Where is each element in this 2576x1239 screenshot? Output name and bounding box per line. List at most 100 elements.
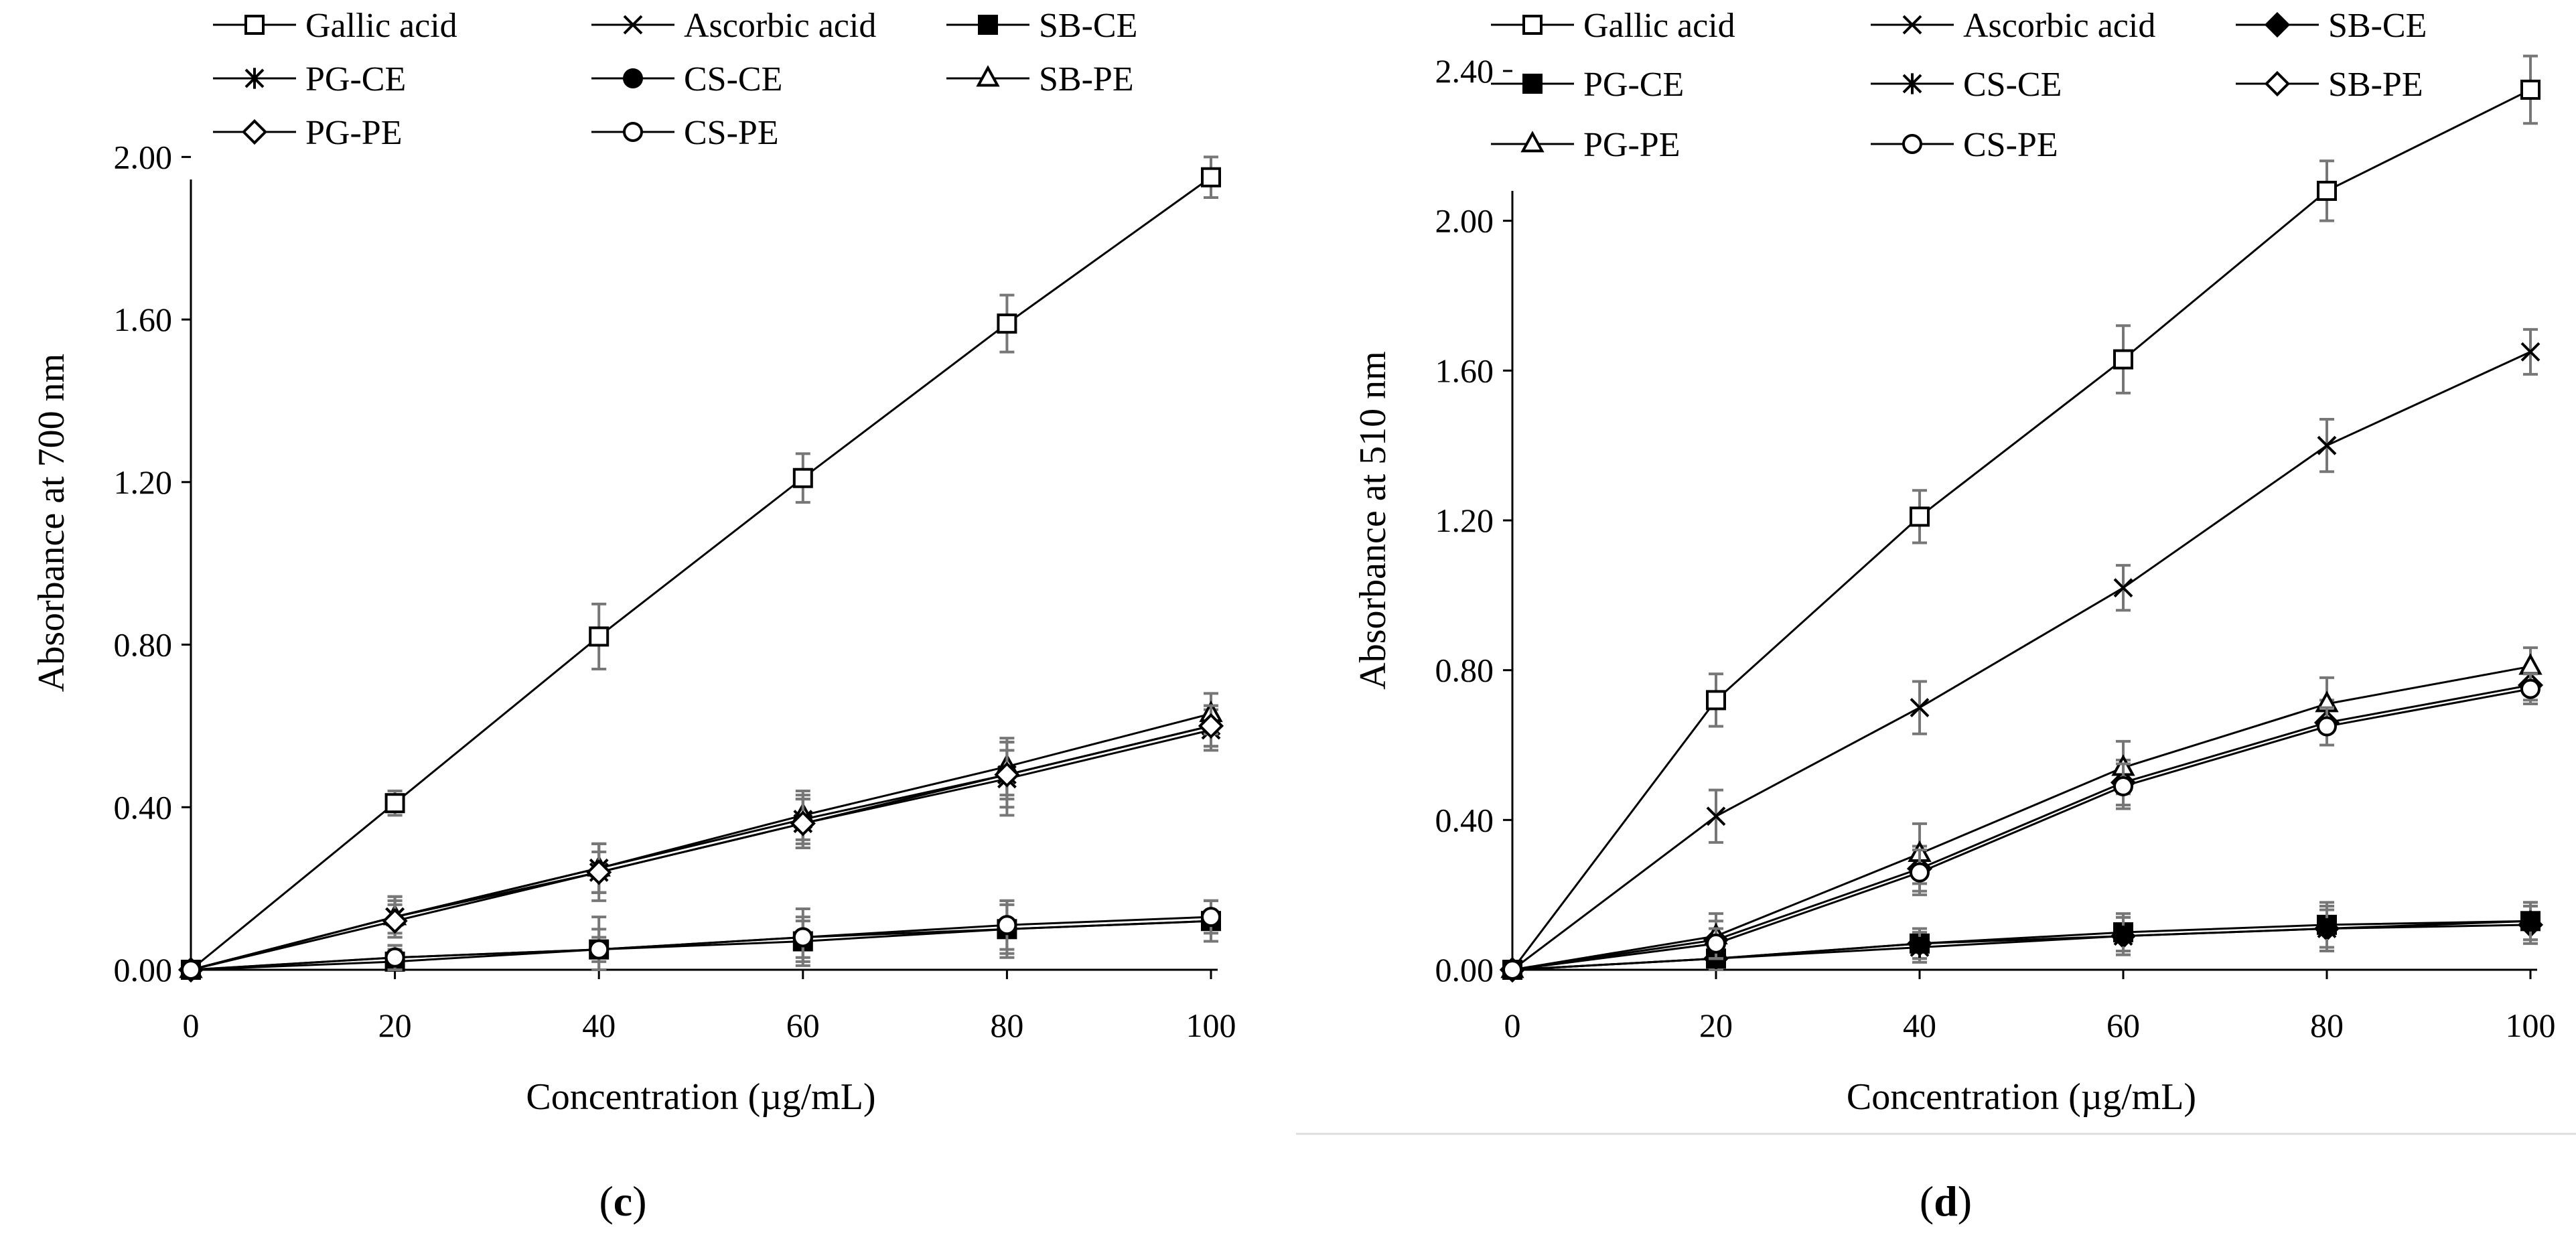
y-tick-label: 1.20 <box>114 463 173 501</box>
legend-label: SB-CE <box>2328 7 2427 45</box>
series-line <box>1511 88 2531 970</box>
legend-item-cs-pe: CS-PE <box>591 114 779 152</box>
legend-marker <box>976 65 1000 87</box>
data-point <box>1201 907 1221 928</box>
series-line <box>1512 351 2531 971</box>
series-line <box>190 725 1212 971</box>
legend-marker <box>623 122 643 142</box>
data-point <box>2518 653 2543 675</box>
legend-marker <box>623 68 643 88</box>
legend-marker <box>1902 15 1922 35</box>
series-line <box>190 920 1212 971</box>
y-axis-title: Absorbance at 510 nm <box>1352 351 1394 689</box>
data-point <box>1502 960 1522 980</box>
x-tick-label: 100 <box>1186 1007 1236 1044</box>
series-cs-ce <box>1502 901 2541 980</box>
legend-item-cs-ce: CS-CE <box>591 60 782 98</box>
data-point <box>994 761 1020 788</box>
legend-item-pg-pe: PG-PE <box>1491 126 1680 164</box>
x-tick-label: 80 <box>990 1007 1023 1044</box>
series-line <box>190 713 1212 971</box>
legend-label: PG-PE <box>1583 126 1680 164</box>
x-tick-label: 40 <box>1903 1007 1936 1044</box>
series-cs-pe <box>181 899 1221 980</box>
y-tick-label: 2.00 <box>114 138 173 175</box>
y-tick-label: 0.00 <box>114 951 173 989</box>
data-point <box>2520 79 2541 100</box>
x-tick-label: 20 <box>1699 1007 1733 1044</box>
data-point <box>792 467 813 488</box>
legend-label: Gallic acid <box>1583 7 1735 45</box>
y-tick-label: 1.20 <box>1435 502 1494 539</box>
y-tick-label: 1.60 <box>114 301 173 338</box>
legend-label: Ascorbic acid <box>1963 7 2155 45</box>
legend-item-ascorbic-acid: Ascorbic acid <box>591 7 876 45</box>
legend-label: Ascorbic acid <box>684 7 876 45</box>
series-line <box>1512 665 2531 971</box>
data-point <box>1910 862 1930 883</box>
legend-item-pg-pe: PG-PE <box>213 114 402 152</box>
series-line <box>1512 920 2531 971</box>
legend-item-sb-ce: SB-CE <box>2236 7 2427 45</box>
series-pg-ce <box>181 708 1221 980</box>
legend-item-gallic-acid: Gallic acid <box>1491 7 1735 45</box>
series-sb-pe <box>1499 668 2544 983</box>
panel-c-chart: Gallic acid Ascorbic acid SB-CE PG-CE CS-CE S… <box>31 7 1236 1118</box>
x-tick-label: 0 <box>183 1007 200 1044</box>
y-tick-label: 0.40 <box>1435 801 1494 839</box>
legend-label: CS-CE <box>1963 66 2062 104</box>
x-tick-label: 0 <box>1504 1007 1521 1044</box>
y-tick-label: 1.60 <box>1435 352 1494 389</box>
series-cs-ce <box>181 899 1221 980</box>
legend-marker <box>244 15 265 35</box>
legend-label: CS-CE <box>684 60 782 98</box>
data-point <box>1706 933 1726 954</box>
data-point <box>2317 918 2337 940</box>
data-point <box>382 908 408 934</box>
panel-d-label: (d) <box>1920 1177 1972 1225</box>
series-line <box>1512 684 2531 971</box>
data-point <box>1910 698 1930 717</box>
series-gallic-acid <box>1502 54 2541 980</box>
data-point <box>589 939 610 960</box>
y-tick-label: 0.80 <box>1435 652 1494 689</box>
legend-item-cs-ce: CS-CE <box>1871 66 2062 104</box>
panel-c-label: (c) <box>599 1177 646 1225</box>
data-point <box>2520 910 2541 932</box>
x-tick-label: 60 <box>786 1007 820 1044</box>
x-axis-title: Concentration (µg/mL) <box>1847 1076 2196 1118</box>
x-tick-label: 60 <box>2106 1007 2140 1044</box>
data-point <box>997 313 1017 334</box>
legend-label: SB-CE <box>1039 7 1137 45</box>
data-point <box>997 915 1017 936</box>
legend-label: PG-PE <box>305 114 402 152</box>
legend-marker <box>1902 73 1922 94</box>
series-line <box>190 916 1212 971</box>
legend-label: SB-PE <box>1039 60 1134 98</box>
data-point <box>1910 936 1930 958</box>
data-point <box>1198 713 1224 739</box>
data-point <box>384 793 405 814</box>
legend-item-sb-ce: SB-CE <box>946 7 1137 45</box>
legend-label: PG-CE <box>1583 66 1684 104</box>
y-axis-title: Absorbance at 700 nm <box>31 354 72 692</box>
legend-label: PG-CE <box>305 60 406 98</box>
x-tick-label: 100 <box>2506 1007 2556 1044</box>
y-tick-label: 0.00 <box>1435 951 1494 989</box>
legend-item-cs-pe: CS-PE <box>1871 126 2058 164</box>
data-point <box>2317 716 2337 737</box>
legend-item-sb-pe: SB-PE <box>946 60 1134 98</box>
legend-marker <box>623 15 643 35</box>
series-cs-pe <box>1502 672 2541 980</box>
x-tick-label: 40 <box>582 1007 616 1044</box>
legend-label: CS-PE <box>684 114 779 152</box>
data-point <box>2317 180 2337 201</box>
data-point <box>1201 167 1221 188</box>
legend-label: SB-PE <box>2328 66 2423 104</box>
data-point <box>2113 578 2133 598</box>
legend-marker <box>1522 74 1543 94</box>
data-point <box>790 810 816 836</box>
legend-marker <box>1520 131 1545 153</box>
x-tick-label: 20 <box>378 1007 412 1044</box>
